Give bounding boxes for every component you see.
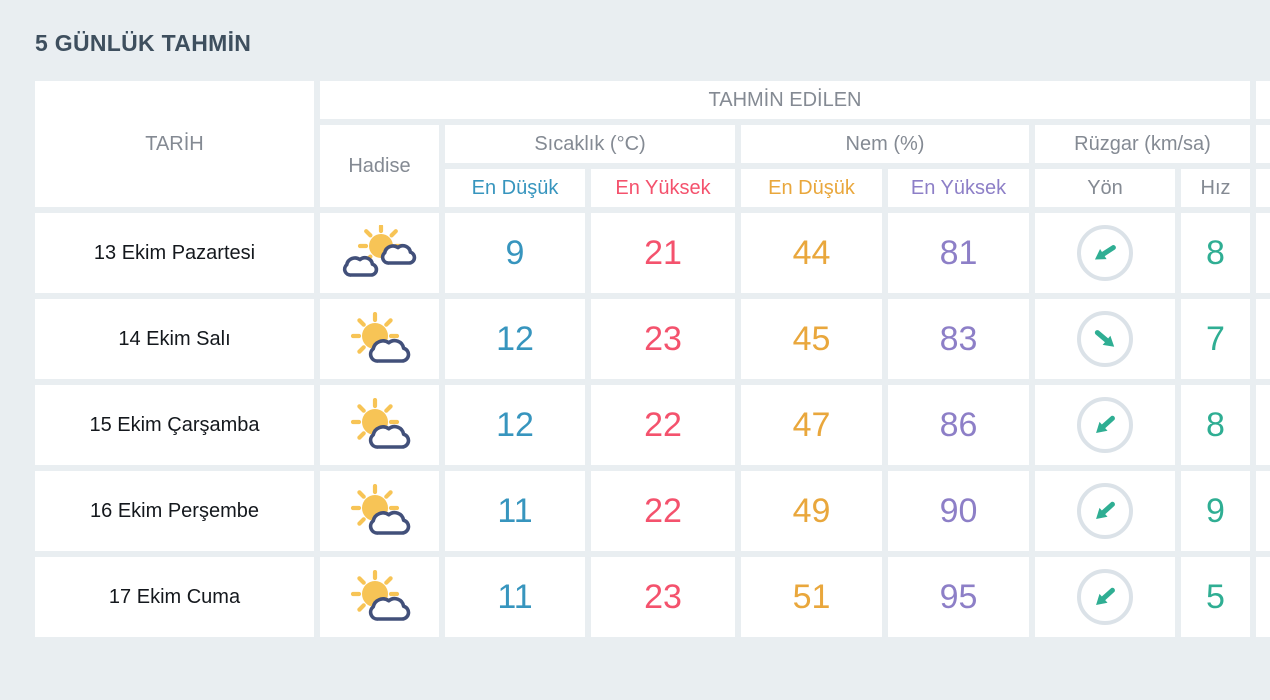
humidity-max-value: 90: [888, 471, 1029, 551]
wind-speed-value: 5: [1181, 557, 1250, 637]
sun-cloud-icon: [350, 570, 410, 621]
wind-direction-cell: [1035, 385, 1175, 465]
wind-direction-cell: [1035, 471, 1175, 551]
weather-icon-cell: [320, 299, 439, 379]
page-title: 5 GÜNLÜK TAHMİN: [35, 30, 252, 56]
wind-speed-value: 8: [1181, 385, 1250, 465]
humidity-max-value: 81: [888, 213, 1029, 293]
humidity-max-value: 95: [888, 557, 1029, 637]
temp-max-value: 22: [591, 471, 735, 551]
clipped-column-cell: [1256, 213, 1270, 293]
temp-max-value: 21: [591, 213, 735, 293]
col-subheader-hum-max: En Yüksek: [888, 169, 1029, 207]
wind-speed-value: 7: [1181, 299, 1250, 379]
humidity-min-value: 45: [741, 299, 882, 379]
clipped-column-cell: [1256, 125, 1270, 163]
temp-min-value: 11: [445, 471, 585, 551]
wind-direction-cell: [1035, 213, 1175, 293]
wind-direction-dial: [1077, 397, 1133, 453]
col-group-nem: Nem (%): [741, 125, 1029, 163]
temp-min-value: 11: [445, 557, 585, 637]
col-subheader-wind-speed: Hız: [1181, 169, 1250, 207]
date-cell: 16 Ekim Perşembe: [35, 471, 314, 551]
clipped-column-cell: [1256, 299, 1270, 379]
col-subheader-temp-max: En Yüksek: [591, 169, 735, 207]
weather-icon-cell: [320, 385, 439, 465]
weather-icon-cell: [320, 471, 439, 551]
date-cell: 13 Ekim Pazartesi: [35, 213, 314, 293]
clipped-column-cell: [1256, 385, 1270, 465]
sun-two-clouds-icon: [342, 225, 416, 277]
clipped-column-cell: [1256, 557, 1270, 637]
col-header-tahmin-edilen: TAHMİN EDİLEN: [320, 81, 1250, 119]
col-subheader-hum-min: En Düşük: [741, 169, 882, 207]
col-header-tarih: TARİH: [35, 81, 314, 207]
col-subheader-wind-dir: Yön: [1035, 169, 1175, 207]
forecast-table: TARİH TAHMİN EDİLEN Hadise Sıcaklık (°C)…: [35, 81, 1270, 637]
wind-speed-value: 9: [1181, 471, 1250, 551]
weather-forecast-page: 5 GÜNLÜK TAHMİN TARİH TAHMİN EDİLEN Hadi…: [35, 30, 1270, 637]
wind-direction-dial: [1077, 483, 1133, 539]
col-group-ruzgar: Rüzgar (km/sa): [1035, 125, 1250, 163]
wind-arrow-icon: [1096, 415, 1115, 434]
humidity-min-value: 51: [741, 557, 882, 637]
weather-icon-cell: [320, 557, 439, 637]
date-cell: 14 Ekim Salı: [35, 299, 314, 379]
wind-direction-dial: [1077, 311, 1133, 367]
humidity-min-value: 47: [741, 385, 882, 465]
wind-arrow-icon: [1096, 587, 1115, 606]
temp-max-value: 23: [591, 557, 735, 637]
temp-min-value: 9: [445, 213, 585, 293]
clipped-column-cell: [1256, 471, 1270, 551]
col-group-sicaklik: Sıcaklık (°C): [445, 125, 735, 163]
wind-direction-cell: [1035, 299, 1175, 379]
col-subheader-temp-min: En Düşük: [445, 169, 585, 207]
date-cell: 17 Ekim Cuma: [35, 557, 314, 637]
sun-cloud-icon: [350, 484, 410, 535]
wind-direction-cell: [1035, 557, 1175, 637]
wind-speed-value: 8: [1181, 213, 1250, 293]
wind-arrow-icon: [1094, 245, 1116, 260]
wind-direction-dial: [1077, 569, 1133, 625]
clipped-column-cell: [1256, 169, 1270, 207]
col-header-hadise: Hadise: [320, 125, 439, 207]
wind-arrow-icon: [1094, 330, 1115, 347]
temp-min-value: 12: [445, 299, 585, 379]
sun-cloud-icon: [350, 312, 410, 363]
temp-max-value: 23: [591, 299, 735, 379]
sun-cloud-icon: [350, 398, 410, 449]
humidity-min-value: 49: [741, 471, 882, 551]
clipped-column-cell: [1256, 81, 1270, 119]
temp-min-value: 12: [445, 385, 585, 465]
temp-max-value: 22: [591, 385, 735, 465]
humidity-max-value: 86: [888, 385, 1029, 465]
date-cell: 15 Ekim Çarşamba: [35, 385, 314, 465]
wind-arrow-icon: [1096, 501, 1115, 520]
humidity-max-value: 83: [888, 299, 1029, 379]
humidity-min-value: 44: [741, 213, 882, 293]
weather-icon-cell: [320, 213, 439, 293]
wind-direction-dial: [1077, 225, 1133, 281]
